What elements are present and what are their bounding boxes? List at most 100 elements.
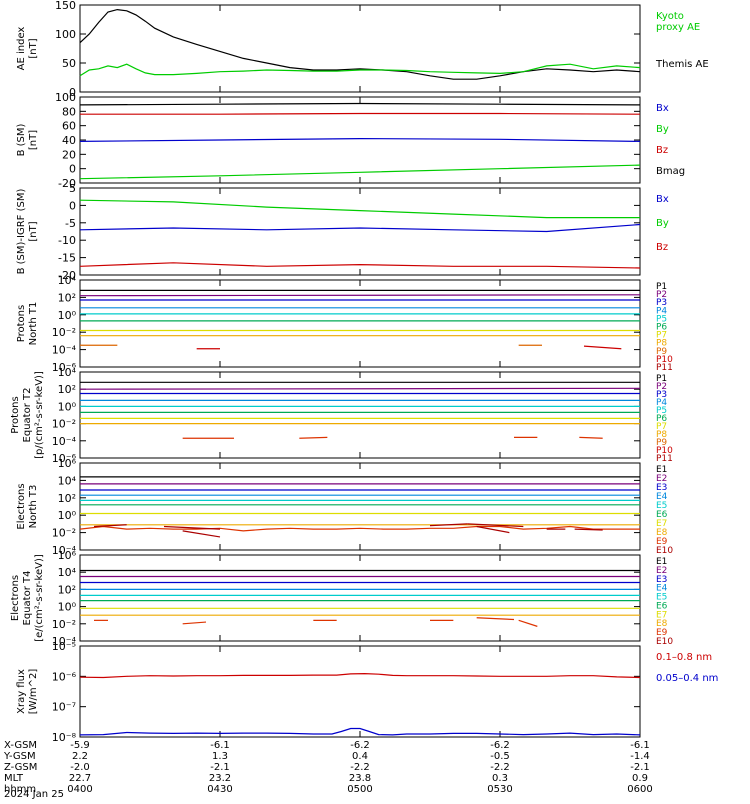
ephemeris-value: -2.1	[210, 762, 230, 773]
ylabel-line: North T1	[28, 302, 39, 346]
ytick-label: 10⁻⁵	[52, 640, 76, 653]
series-line-0.05-0.4 nm	[79, 727, 641, 736]
legend-item: P8	[656, 430, 667, 440]
ephemeris-value: 23.8	[349, 773, 371, 784]
ephemeris-value: 22.7	[69, 773, 91, 784]
ytick-label: 10⁻⁴	[52, 635, 77, 648]
ytick-label: 10⁻⁴	[52, 544, 77, 557]
series-line-Bmag	[79, 102, 641, 106]
legend-item: P3	[656, 390, 667, 400]
ephemeris-label: Y-GSM	[3, 751, 36, 762]
ephemeris-value: -6.2	[350, 740, 370, 751]
ytick-label: 10⁰	[58, 309, 77, 322]
ylabel-line: Electrons	[10, 575, 21, 621]
ytick-label: 100	[55, 28, 76, 41]
ephemeris-value: -1.4	[630, 751, 650, 762]
panel-frame	[79, 187, 641, 276]
legend-item: Kyoto	[656, 11, 684, 22]
legend-item: P11	[656, 454, 673, 464]
panel-frame	[79, 4, 641, 93]
legend-item: P6	[656, 323, 667, 333]
ytick-label: 10⁴	[58, 274, 77, 287]
legend-item: P9	[656, 347, 667, 357]
ephemeris-value: -2.2	[350, 762, 370, 773]
legend-item: Bx	[656, 194, 669, 205]
legend-item: E7	[656, 519, 667, 529]
series-line-Bx	[79, 137, 641, 142]
legend-item: P9	[656, 438, 667, 448]
legend-item: Bmag	[656, 166, 685, 177]
legend-item: P3	[656, 298, 667, 308]
ytick-label: 10⁻⁶	[52, 452, 77, 465]
series-line-0.1-0.8 nm	[79, 672, 641, 679]
legend-item: E5	[656, 593, 667, 603]
ephemeris-value: 23.2	[209, 773, 231, 784]
legend-item: E2	[656, 474, 667, 484]
series-segment-E10	[182, 530, 221, 538]
legend-item: 0.05–0.4 nm	[656, 673, 718, 684]
series-segment-E10	[93, 524, 127, 528]
legend-item: P11	[656, 363, 673, 373]
ytick-label: -15	[58, 252, 76, 265]
series-segment-E10	[467, 523, 524, 528]
legend-item: P5	[656, 314, 667, 324]
legend-item: E9	[656, 537, 668, 547]
legend-item: E1	[656, 465, 667, 475]
legend-item: 0.1–0.8 nm	[656, 652, 712, 663]
legend-item: P7	[656, 331, 667, 341]
series-segment-E10	[163, 525, 221, 530]
ytick-label: 10⁻²	[52, 326, 76, 339]
series-line-Bz	[80, 112, 641, 115]
ytick-label: 50	[62, 57, 76, 70]
ylabel-line: [nT]	[28, 221, 39, 241]
ytick-label: 10⁰	[58, 601, 77, 614]
legend-item: E9	[656, 628, 668, 638]
ytick-label: 10²	[58, 291, 76, 304]
ytick-label: 10²	[58, 583, 76, 596]
ytick-label: 10⁻⁴	[52, 435, 77, 448]
legend-item: E6	[656, 510, 668, 520]
series-line-By	[79, 164, 641, 180]
ytick-label: 10⁻⁴	[52, 344, 77, 357]
ytick-label: 20	[62, 148, 76, 161]
panel-frame	[79, 554, 641, 642]
ytick-label: 10²	[58, 383, 76, 396]
ytick-label: 0	[69, 86, 76, 99]
ytick-label: 150	[55, 0, 76, 12]
series-line-Kyoto proxy AE	[79, 63, 641, 77]
ephemeris-value: -2.0	[70, 762, 90, 773]
ephemeris-value: -6.2	[490, 740, 510, 751]
legend-item: E10	[656, 546, 673, 556]
legend-item: E8	[656, 619, 668, 629]
legend-item: E10	[656, 637, 673, 647]
ephemeris-value: -5.9	[70, 740, 90, 751]
ytick-label: 10⁶	[58, 457, 77, 470]
ephemeris-value: 0430	[207, 784, 232, 795]
legend-item: Bz	[656, 242, 668, 253]
legend-item: P1	[656, 282, 667, 292]
legend-item: E4	[656, 584, 668, 594]
ytick-label: -5	[65, 217, 76, 230]
panel-frame	[79, 645, 641, 738]
ytick-label: 10⁻²	[52, 527, 76, 540]
ytick-label: 10⁰	[58, 509, 77, 522]
ephemeris-value: 1.3	[212, 751, 228, 762]
ephemeris-value: 0400	[67, 784, 92, 795]
ylabel-line: Protons	[16, 305, 27, 342]
legend: Bx By Bz	[656, 194, 669, 253]
ephemeris-label: hhmm	[4, 784, 36, 795]
legend: Bx By Bz Bmag	[656, 103, 685, 177]
panel-p_t2: 10⁻⁶ 10⁻⁴ 10⁻² 10⁰ 10² 10⁴ Protons Equator T2 [p…	[10, 366, 673, 465]
ylabel-line: [W/m^2]	[28, 669, 39, 715]
ylabel-line: North T3	[28, 485, 39, 529]
ephemeris-label: X-GSM	[4, 740, 37, 751]
ytick-label: -20	[58, 177, 76, 190]
panel-xray: 10⁻⁸ 10⁻⁷ 10⁻⁶ 10⁻⁵ Xray flux [W/m^2] 0.1–0.8 …	[16, 640, 718, 744]
ephemeris-value: -2.1	[630, 762, 650, 773]
